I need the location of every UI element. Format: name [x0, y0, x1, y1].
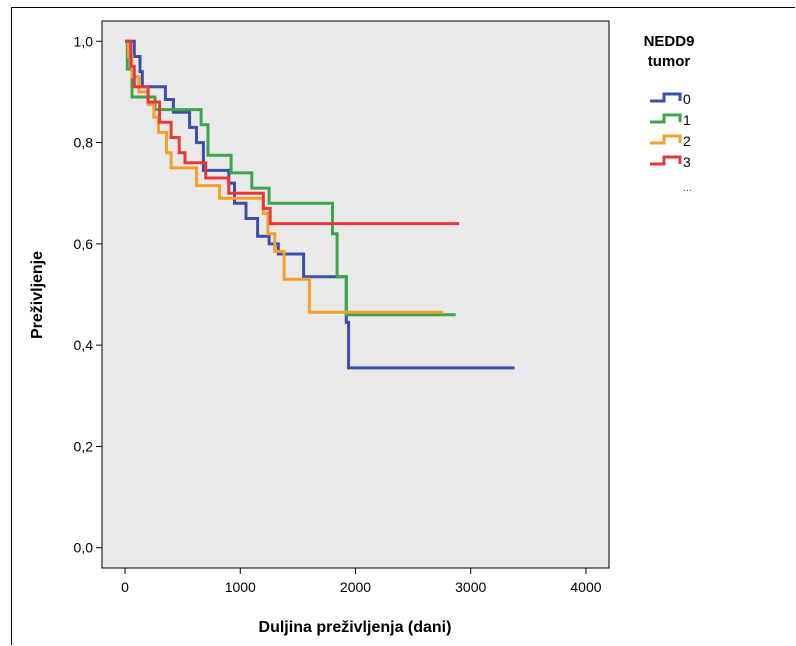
y-tick-label: 0,8 — [74, 135, 94, 151]
y-axis: 0,0 0,2 0,4 0,6 0,8 1,0 — [74, 33, 102, 556]
x-tick-label: 4000 — [570, 579, 601, 595]
y-tick-label: 0,0 — [74, 540, 94, 556]
legend-label-1: 1 — [683, 112, 691, 128]
x-tick-label: 1000 — [225, 579, 256, 595]
series-line-2 — [125, 39, 444, 314]
y-tick-label: 0,6 — [74, 236, 94, 252]
x-tick-label: 2000 — [340, 579, 371, 595]
x-tick-label: 0 — [121, 579, 129, 595]
legend-label-0: 0 — [683, 91, 691, 107]
legend-swatch-2 — [650, 134, 682, 145]
legend-title-line1: NEDD9 — [644, 33, 695, 50]
legend-swatch-0 — [650, 92, 682, 103]
legend: NEDD9 tumor 0 1 2 3 ... — [644, 33, 695, 194]
series-line-1 — [125, 39, 456, 317]
y-axis-title: Preživljenje — [29, 251, 46, 339]
x-axis-title: Duljina preživljenja (dani) — [259, 619, 452, 636]
survival-curves — [125, 39, 515, 370]
x-tick-label: 3000 — [455, 579, 486, 595]
x-axis: 0 1000 2000 3000 4000 — [121, 568, 602, 595]
chart-frame — [11, 7, 795, 645]
legend-label-3: 3 — [683, 154, 691, 170]
plot-area — [101, 20, 610, 569]
legend-swatch-3 — [650, 155, 682, 166]
legend-title-line2: tumor — [648, 53, 691, 70]
legend-more: ... — [683, 182, 692, 194]
y-tick-label: 0,2 — [74, 438, 94, 454]
series-line-3 — [125, 39, 460, 226]
legend-swatch-1 — [650, 113, 682, 124]
legend-label-2: 2 — [683, 133, 691, 149]
y-tick-label: 0,4 — [74, 337, 94, 353]
y-tick-label: 1,0 — [74, 33, 94, 49]
